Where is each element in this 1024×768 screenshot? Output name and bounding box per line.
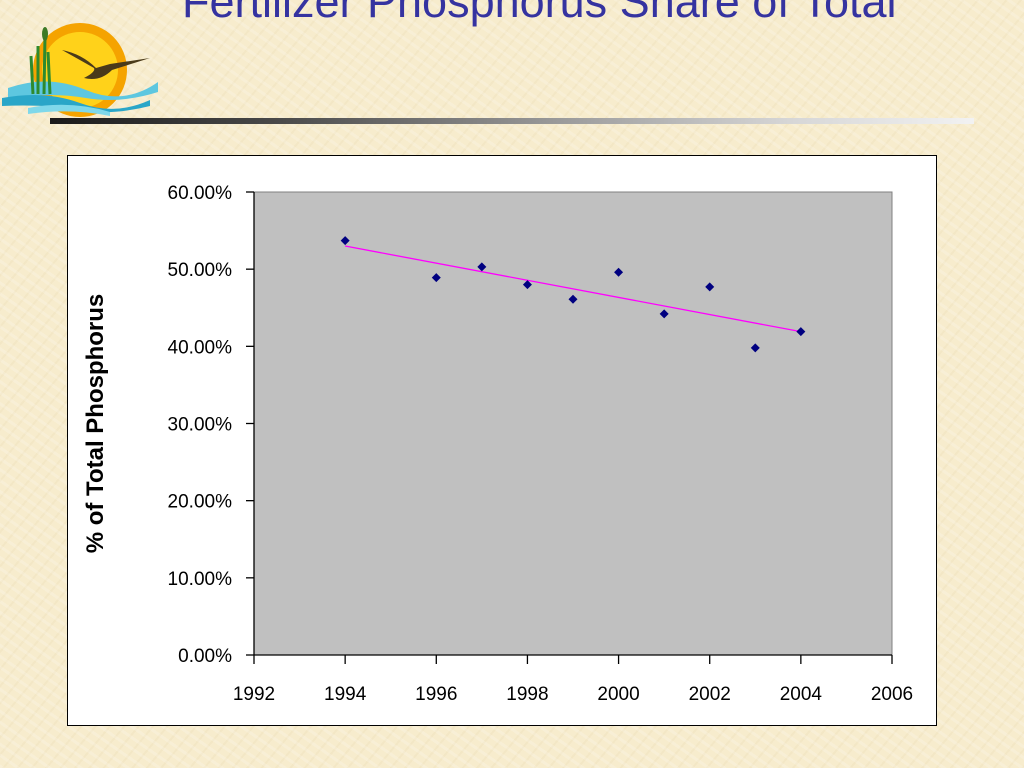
- plot-area: [253, 191, 893, 656]
- data-point: [614, 267, 624, 277]
- chart-frame: 0.00% 10.00% 20.00% 30.00% 40.00% 50.00% 60.00…: [67, 155, 937, 726]
- data-point: [568, 294, 578, 304]
- x-tick-label: 1996: [415, 684, 457, 705]
- sunset-bird-logo-icon: [2, 23, 158, 117]
- data-point: [477, 262, 487, 272]
- y-axis-title: % of Total Phosphorus: [82, 294, 109, 554]
- y-tick-label: 10.00%: [168, 569, 233, 590]
- y-tick-label: 30.00%: [168, 415, 233, 436]
- data-point: [750, 343, 760, 353]
- data-point: [659, 309, 669, 319]
- x-tick-label: 1998: [506, 684, 548, 705]
- scatter-chart: 0.00% 10.00% 20.00% 30.00% 40.00% 50.00% 60.00…: [82, 183, 913, 705]
- trendline: [345, 245, 801, 333]
- data-point: [522, 280, 532, 290]
- x-tick-label: 2004: [780, 684, 823, 705]
- x-tick-label: 1992: [233, 684, 275, 705]
- data-point: [796, 327, 806, 337]
- data-point: [431, 273, 441, 283]
- slide-title: Fertilizer Phosphorus Share of Total: [182, 0, 897, 27]
- title-divider: [50, 118, 974, 124]
- x-tick-label: 2000: [597, 684, 639, 705]
- y-tick-label: 40.00%: [168, 337, 233, 358]
- y-tick-label: 60.00%: [168, 183, 233, 204]
- x-tick-label: 2002: [689, 684, 731, 705]
- data-point: [340, 236, 350, 246]
- y-tick-label: 0.00%: [178, 646, 232, 667]
- x-tick-label: 2006: [871, 684, 913, 705]
- y-tick-label: 50.00%: [168, 260, 233, 281]
- y-tick-label: 20.00%: [168, 492, 233, 513]
- x-tick-label: 1994: [324, 684, 367, 705]
- data-point: [705, 282, 715, 292]
